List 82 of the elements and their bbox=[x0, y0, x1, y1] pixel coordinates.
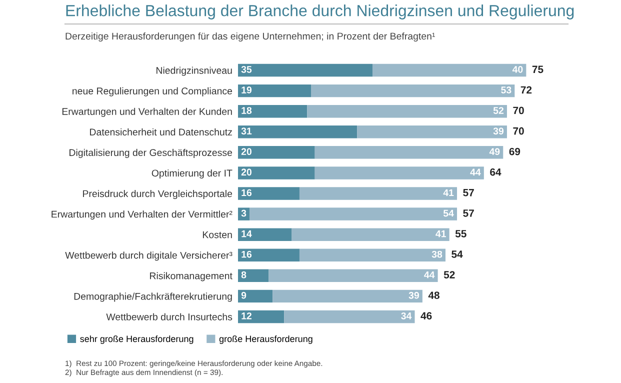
total-label: 46 bbox=[420, 312, 432, 320]
bar bbox=[238, 269, 269, 282]
y-tick-label: Datensicherheit und Datenschutz bbox=[90, 128, 232, 136]
bar bbox=[314, 166, 484, 180]
total-label: 64 bbox=[490, 168, 502, 176]
bar bbox=[238, 290, 273, 303]
data-label: 38 bbox=[432, 250, 442, 258]
total-label: 57 bbox=[463, 210, 474, 217]
data-label: 20 bbox=[241, 148, 252, 156]
bar bbox=[250, 208, 458, 220]
bar bbox=[357, 126, 507, 138]
bar bbox=[238, 310, 284, 324]
bar bbox=[238, 146, 315, 159]
data-label: 31 bbox=[241, 128, 252, 135]
y-tick-label: Wettbewerb durch Insurtechs bbox=[106, 313, 232, 320]
total-label: 52 bbox=[444, 271, 455, 278]
bar bbox=[284, 310, 415, 324]
data-label: 19 bbox=[242, 86, 252, 94]
total-label: 55 bbox=[455, 230, 466, 238]
y-tick-label: Wettbewerb durch digitale Versicherer³ bbox=[65, 252, 232, 261]
data-label: 52 bbox=[493, 107, 504, 114]
data-label: 16 bbox=[242, 189, 252, 196]
total-label: 69 bbox=[509, 148, 520, 156]
y-tick-label: Demographie/Fachkräfterekrutierung bbox=[74, 292, 232, 302]
total-label: 57 bbox=[463, 189, 474, 196]
total-label: 54 bbox=[452, 250, 463, 258]
data-label: 44 bbox=[424, 271, 435, 278]
y-tick-label: Erwartungen und Verhalten der Kunden bbox=[62, 108, 232, 117]
data-label: 12 bbox=[242, 312, 252, 320]
data-label: 49 bbox=[489, 148, 500, 156]
chart-subtitle: Derzeitige Herausforderungen für das eigene Unternehmen; in Prozent der Befragten¹ bbox=[66, 32, 435, 42]
bar bbox=[238, 208, 250, 220]
bar bbox=[268, 269, 438, 282]
bar bbox=[238, 187, 300, 200]
bar bbox=[238, 64, 372, 77]
total-label: 75 bbox=[532, 66, 544, 74]
total-label: 48 bbox=[428, 292, 440, 299]
data-label: 54 bbox=[443, 210, 454, 217]
data-label: 40 bbox=[512, 66, 523, 73]
bar bbox=[307, 104, 507, 118]
bar bbox=[238, 84, 312, 98]
bar bbox=[299, 187, 458, 200]
data-label: 3 bbox=[241, 210, 246, 217]
bar bbox=[311, 84, 515, 98]
bar bbox=[238, 104, 308, 118]
legend-label: sehr große Herausforderung bbox=[80, 335, 194, 344]
y-tick-label: Preisdruck durch Vergleichsportale bbox=[83, 190, 232, 200]
bar bbox=[314, 146, 504, 159]
data-label: 9 bbox=[241, 292, 246, 299]
y-tick-label: Erwartungen und Verhalten der Vermittler² bbox=[52, 210, 232, 220]
y-tick-label: Niedrigzinsniveau bbox=[156, 66, 232, 76]
bar bbox=[272, 290, 422, 303]
bar bbox=[292, 228, 450, 241]
y-tick-label: neue Regulierungen und Compliance bbox=[72, 87, 232, 96]
y-tick-label: Risikomanagement bbox=[150, 272, 232, 282]
data-label: 39 bbox=[493, 128, 504, 135]
y-tick-label: Digitalisierung der Geschäftsprozesse bbox=[70, 148, 232, 158]
bar bbox=[372, 64, 526, 77]
total-label: 72 bbox=[520, 86, 532, 94]
data-label: 35 bbox=[241, 66, 252, 73]
bar bbox=[238, 166, 315, 180]
legend-label: große Herausforderung bbox=[219, 335, 312, 344]
data-label: 53 bbox=[501, 86, 512, 94]
data-label: 20 bbox=[241, 168, 252, 176]
data-label: 16 bbox=[242, 250, 252, 258]
bar bbox=[238, 126, 358, 138]
y-tick-label: Optimierung der IT bbox=[152, 169, 232, 178]
data-label: 18 bbox=[242, 107, 252, 114]
bar bbox=[238, 228, 292, 241]
data-label: 41 bbox=[436, 230, 446, 238]
bar bbox=[299, 248, 446, 262]
total-label: 70 bbox=[513, 127, 524, 135]
data-label: 8 bbox=[241, 271, 246, 278]
data-label: 44 bbox=[470, 168, 481, 176]
y-tick-label: Kosten bbox=[202, 231, 232, 238]
data-label: 41 bbox=[443, 189, 454, 196]
data-label: 39 bbox=[408, 292, 420, 299]
bar bbox=[238, 248, 300, 262]
chart-title: Erhebliche Belastung der Branche durch Niedrigzinsen und Regulierung bbox=[66, 4, 574, 20]
total-label: 70 bbox=[513, 106, 524, 114]
data-label: 14 bbox=[242, 230, 252, 238]
data-label: 34 bbox=[401, 312, 412, 320]
